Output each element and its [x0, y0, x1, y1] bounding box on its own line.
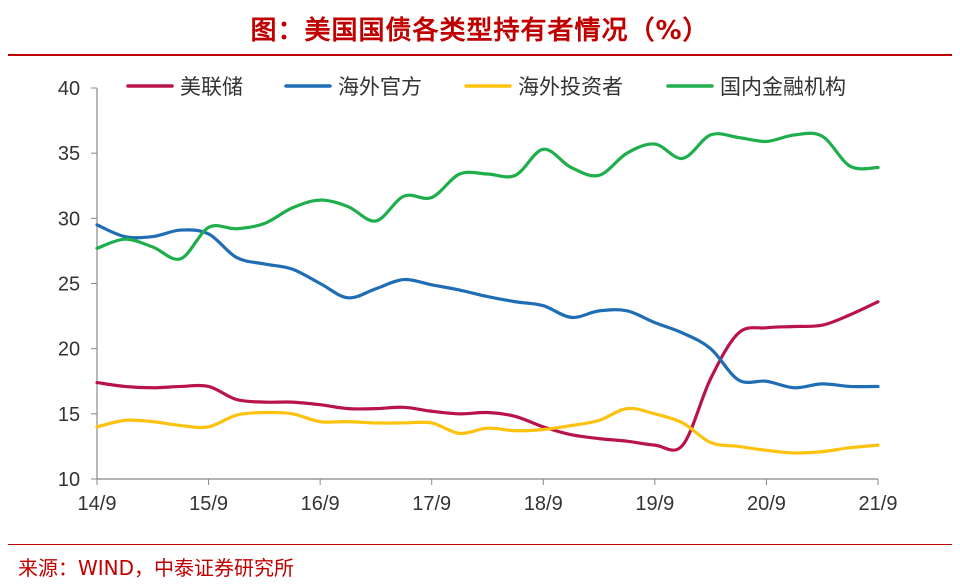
x-tick-label: 19/9	[635, 493, 674, 515]
series-line-0	[95, 300, 880, 452]
x-tick-label: 17/9	[412, 493, 451, 515]
chart-title: 图：美国国债各类型持有者情况（%）	[250, 16, 710, 46]
y-tick-label: 35	[58, 143, 80, 165]
y-tick-label: 30	[58, 208, 80, 230]
x-tick-label: 20/9	[747, 493, 786, 515]
x-tick-label: 15/9	[189, 493, 228, 515]
chart-series-lines	[95, 131, 880, 455]
x-tick-label: 14/9	[78, 493, 117, 515]
legend-label-3: 国内金融机构	[720, 75, 846, 99]
series-line-1	[95, 223, 880, 390]
y-tick-label: 20	[58, 339, 80, 361]
title-rule	[8, 54, 952, 56]
y-tick-label: 40	[58, 78, 80, 100]
series-line-2	[95, 406, 880, 455]
series-line-3	[95, 131, 880, 261]
legend-label-1: 海外官方	[338, 75, 422, 99]
x-tick-label: 21/9	[859, 493, 898, 515]
y-tick-label: 25	[58, 274, 80, 296]
y-tick-label: 10	[58, 469, 80, 491]
chart-legend: 美联储 海外官方 海外投资者 国内金融机构	[126, 75, 846, 99]
legend-label-0: 美联储	[180, 75, 243, 99]
chart-axes: 10 15 20 25 30 35 40 14/9 15/9 16/9 17/9 18/9 19/9 20…	[58, 78, 898, 515]
x-tick-label: 18/9	[524, 493, 563, 515]
source-rule	[8, 544, 952, 545]
source-note: 来源：WIND，中泰证券研究所	[18, 556, 295, 580]
x-tick-label: 16/9	[301, 493, 340, 515]
y-tick-label: 15	[58, 404, 80, 426]
legend-label-2: 海外投资者	[518, 75, 623, 99]
